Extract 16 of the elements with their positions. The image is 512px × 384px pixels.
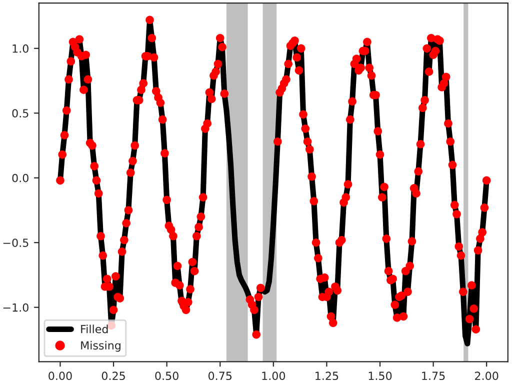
y-tick-label: 0.0	[12, 174, 28, 182]
x-tick-label: 1.75	[422, 372, 445, 380]
legend-label: Missing	[81, 340, 120, 352]
x-tick-label: 1.25	[316, 372, 338, 380]
x-tick-label: 0.50	[155, 372, 178, 380]
y-tick-label: 1.0	[12, 44, 28, 53]
y-tick-label: −0.5	[3, 238, 28, 247]
x-tick-label: 0.00	[48, 372, 72, 380]
legend-label: Filled	[81, 324, 108, 334]
y-tick-label: 0.5	[12, 109, 28, 118]
x-tick-label: 1.50	[368, 372, 392, 380]
x-tick-label: 0.25	[102, 372, 125, 380]
x-tick-label: 0.75	[208, 372, 232, 380]
y-tick-label: −1.0	[3, 303, 28, 312]
x-tick-label: 2.00	[475, 372, 498, 380]
x-tick-label: 1.00	[262, 372, 286, 380]
